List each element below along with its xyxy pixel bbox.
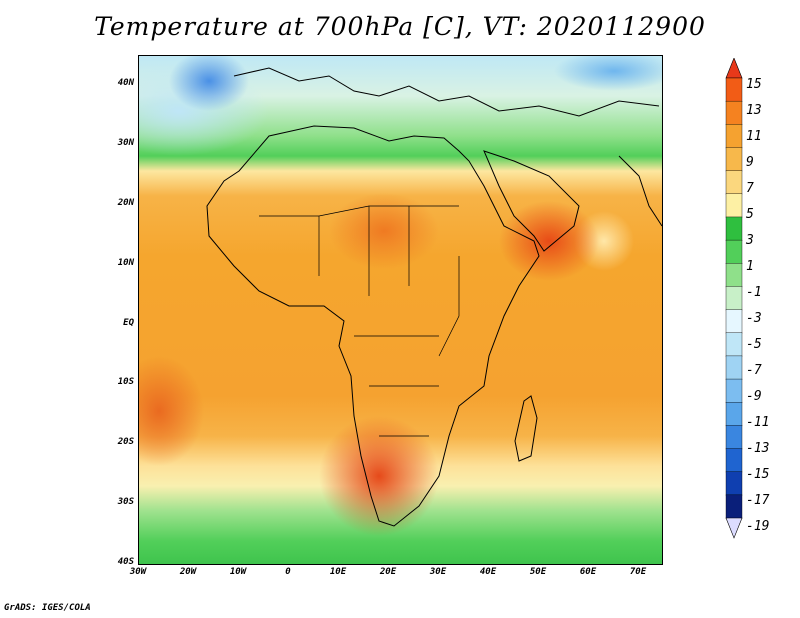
lat-tick: 40N: [117, 78, 134, 88]
map-plot-area: [138, 55, 663, 565]
colorbar-label: -7: [746, 363, 762, 378]
colorbar-segment: [725, 263, 743, 288]
lat-tick: 30S: [117, 497, 134, 507]
india-coastline: [618, 155, 662, 227]
colorbar-segment: [725, 309, 743, 334]
colorbar-label: -13: [746, 441, 770, 456]
colorbar-label: 11: [746, 129, 762, 144]
colorbar: [725, 58, 743, 539]
country-borders: [259, 205, 460, 437]
colorbar-segment: [725, 425, 743, 450]
coastline-overlay: [206, 67, 662, 527]
lat-tick: 10N: [117, 258, 134, 268]
colorbar-label: 15: [746, 77, 762, 92]
lat-tick: 20N: [117, 198, 134, 208]
colorbar-label: -9: [746, 389, 762, 404]
colorbar-arrow-bottom: [725, 517, 743, 539]
lon-tick: 40E: [479, 567, 497, 577]
madagascar-coastline: [514, 395, 538, 462]
colorbar-label: -17: [746, 493, 770, 508]
colorbar-label: -3: [746, 311, 762, 326]
lon-tick: 10E: [329, 567, 347, 577]
colorbar-label: -1: [746, 285, 762, 300]
lon-tick: 10W: [229, 567, 247, 577]
colorbar-segment: [725, 216, 743, 241]
footer-credit: GrADS: IGES/COLA: [4, 603, 91, 613]
colorbar-segment: [725, 170, 743, 195]
lat-tick: 10S: [117, 377, 134, 387]
lon-tick: 20W: [179, 567, 197, 577]
colorbar-label: 9: [746, 155, 754, 170]
colorbar-label: -11: [746, 415, 770, 430]
colorbar-label: 3: [746, 233, 754, 248]
lat-tick: 20S: [117, 437, 134, 447]
lat-tick: EQ: [123, 318, 134, 328]
colorbar-segment: [725, 471, 743, 496]
colorbar-segment: [725, 239, 743, 264]
colorbar-segment: [725, 286, 743, 311]
colorbar-segment: [725, 448, 743, 473]
lat-tick: 40S: [117, 557, 134, 567]
arabia-coastline: [483, 150, 580, 252]
europe-coastline: [233, 67, 660, 117]
colorbar-label: 7: [746, 181, 754, 196]
lon-tick: 60E: [579, 567, 597, 577]
colorbar-label: 13: [746, 103, 762, 118]
colorbar-label: -5: [746, 337, 762, 352]
colorbar-segment: [725, 77, 743, 102]
lat-tick: 30N: [117, 138, 134, 148]
colorbar-segment: [725, 355, 743, 380]
lon-tick: 30W: [129, 567, 147, 577]
lon-tick: 30E: [429, 567, 447, 577]
colorbar-label: 5: [746, 207, 754, 222]
colorbar-label: -15: [746, 467, 770, 482]
lon-tick: 20E: [379, 567, 397, 577]
colorbar-label: 1: [746, 259, 754, 274]
colorbar-segment: [725, 147, 743, 172]
lon-tick: 70E: [629, 567, 647, 577]
chart-title: Temperature at 700hPa [C], VT: 202011290…: [94, 12, 706, 41]
colorbar-segment: [725, 100, 743, 126]
lon-tick: 0: [285, 567, 291, 577]
africa-coastline: [206, 125, 540, 527]
colorbar-segment: [725, 378, 743, 403]
colorbar-arrow-top: [725, 58, 743, 79]
lon-tick: 50E: [529, 567, 547, 577]
colorbar-label: -19: [746, 519, 770, 534]
colorbar-segment: [725, 124, 743, 149]
colorbar-segment: [725, 332, 743, 357]
colorbar-segment: [725, 402, 743, 427]
colorbar-segment: [725, 193, 743, 218]
colorbar-segment: [725, 494, 743, 519]
